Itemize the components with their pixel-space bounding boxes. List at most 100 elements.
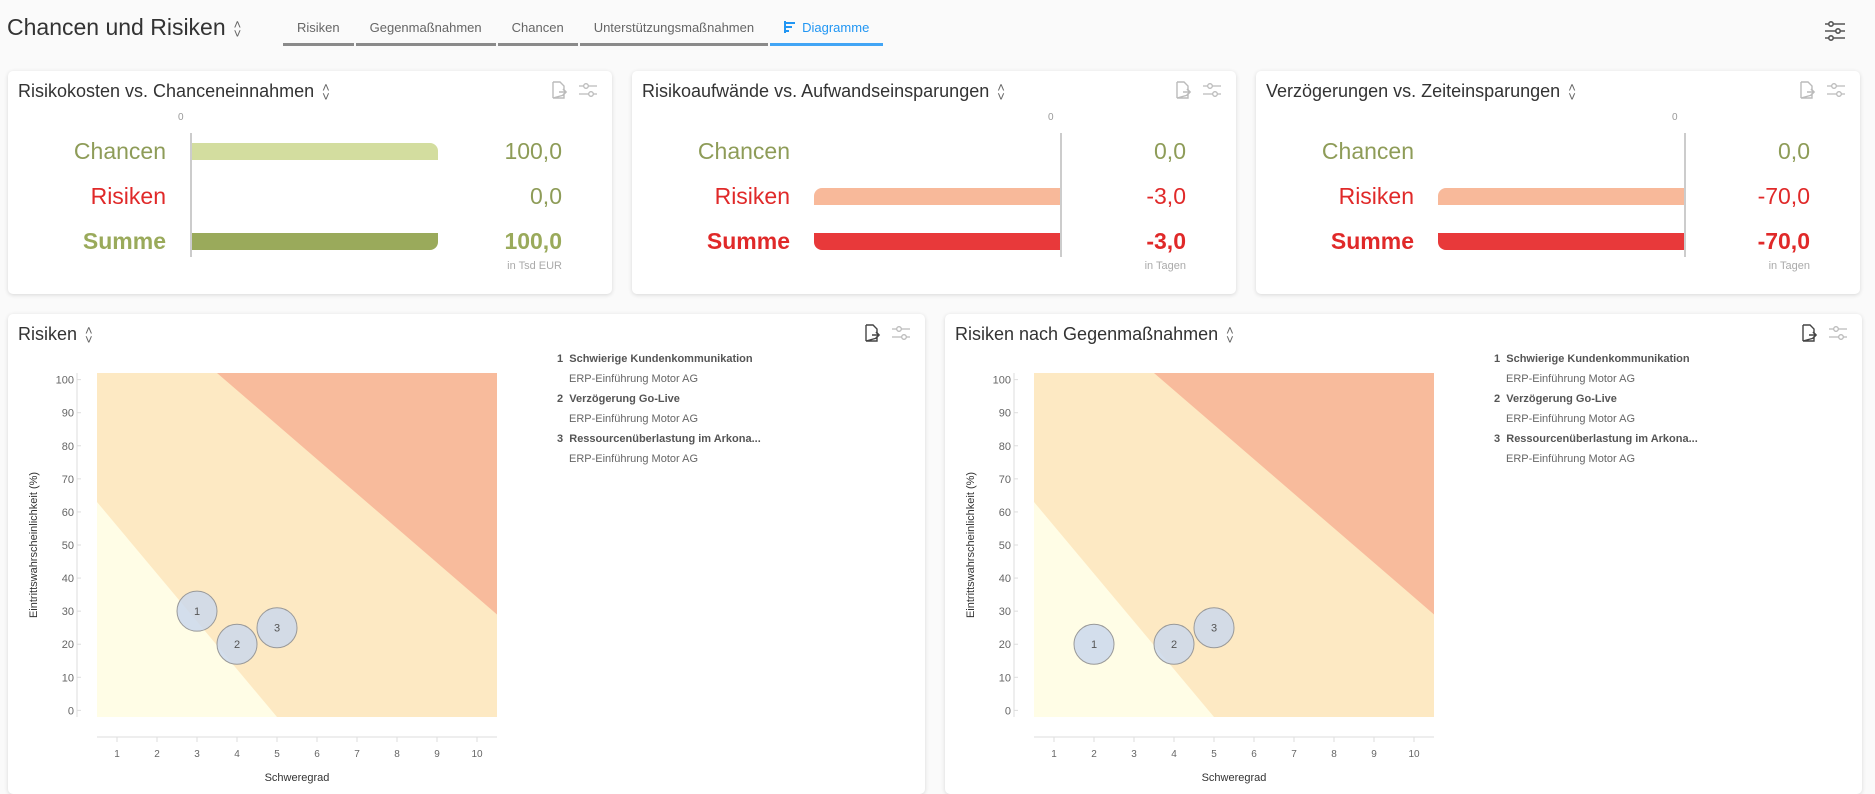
legend-item[interactable]: 2 Verzögerung Go-Live (1494, 393, 1617, 405)
row-value-chancen: 100,0 (504, 138, 562, 164)
zero-axis (1684, 133, 1686, 257)
svg-text:1: 1 (194, 606, 200, 618)
sort-toggle-icon[interactable]: ˄ ˅ (322, 80, 330, 105)
card-title[interactable]: Verzögerungen vs. Zeiteinsparungen ˄ ˅ (1266, 80, 1576, 105)
summary-card: Verzögerungen vs. Zeiteinsparungen ˄ ˅ 0 Ch… (1256, 71, 1860, 294)
row-label-chancen: Chancen (1321, 138, 1414, 164)
svg-text:2: 2 (234, 639, 240, 651)
legend-item[interactable]: 3 Ressourcenüberlastung im Arkona... (1494, 433, 1698, 445)
y-tick-label: 50 (62, 540, 74, 552)
card-title[interactable]: Risikoaufwände vs. Aufwandseinsparungen ˄… (642, 80, 1005, 105)
y-tick-label: 40 (62, 573, 74, 585)
y-tick-label: 70 (62, 474, 74, 486)
tab-risiken[interactable]: Risiken (283, 18, 354, 46)
y-tick-label: 20 (999, 639, 1011, 651)
x-tick-label: 3 (194, 749, 200, 760)
x-tick-label: 8 (394, 749, 400, 760)
bar-summe (1438, 233, 1684, 250)
legend-item[interactable]: 1 Schwierige Kundenkommunikation (1494, 353, 1690, 365)
zero-label: 0 (178, 112, 184, 123)
x-tick-label: 2 (154, 749, 160, 760)
card-title[interactable]: Risikokosten vs. Chanceneinnahmen ˄ ˅ (18, 80, 330, 105)
y-tick-label: 80 (62, 441, 74, 453)
page-title[interactable]: Chancen und Risiken ˄ ˅ (7, 14, 242, 41)
row-label-chancen: Chancen (73, 138, 166, 164)
sliders-icon[interactable] (891, 324, 911, 342)
y-tick-label: 90 (999, 408, 1011, 420)
svg-text:3: 3 (274, 623, 280, 635)
y-tick-label: 100 (993, 375, 1011, 387)
unit-label: in Tagen (1768, 260, 1810, 272)
risk-bubble-3[interactable]: 3 (256, 607, 298, 649)
row-label-summe: Summe (82, 228, 166, 254)
scatter-card: 0 10 20 30 40 50 60 70 80 90 100 1 2 3 4 5 6 7 8 9 10 Schwere… (945, 314, 1862, 794)
svg-text:1: 1 (1091, 639, 1097, 651)
sort-toggle-icon[interactable]: ˄ ˅ (1568, 80, 1576, 105)
sliders-icon[interactable] (1202, 81, 1222, 99)
sort-toggle-icon[interactable]: ˄ ˅ (233, 16, 242, 41)
sliders-icon[interactable] (1824, 20, 1846, 42)
row-value-risiken: -3,0 (1146, 183, 1186, 209)
row-value-summe: 100,0 (504, 228, 562, 254)
row-value-risiken: -70,0 (1757, 183, 1810, 209)
row-label-summe: Summe (706, 228, 790, 254)
y-axis-label: Eintrittswahrscheinlichkeit (%) (28, 472, 40, 618)
y-tick-label: 70 (999, 474, 1011, 486)
risk-bubble-3[interactable]: 3 (1193, 607, 1235, 649)
y-tick-label: 30 (999, 606, 1011, 618)
tab-diagramme[interactable]: Diagramme (770, 18, 884, 46)
x-tick-label: 10 (471, 749, 483, 760)
bar-summe (814, 233, 1060, 250)
y-tick-label: 20 (62, 639, 74, 651)
risk-bubble-2[interactable]: 2 (216, 623, 258, 665)
sliders-icon[interactable] (1828, 324, 1848, 342)
legend-item[interactable]: 2 Verzögerung Go-Live (557, 393, 680, 405)
x-axis-label: Schweregrad (265, 772, 330, 784)
y-tick-label: 90 (62, 408, 74, 420)
x-tick-label: 4 (1171, 749, 1177, 760)
legend-item[interactable]: 3 Ressourcenüberlastung im Arkona... (557, 433, 761, 445)
x-tick-label: 10 (1408, 749, 1420, 760)
tab-chancen[interactable]: Chancen (497, 18, 578, 46)
summary-card: Risikoaufwände vs. Aufwandseinsparungen ˄… (632, 71, 1236, 294)
y-tick-label: 10 (999, 672, 1011, 684)
y-tick-label: 50 (999, 540, 1011, 552)
legend-subtitle: ERP-Einführung Motor AG (569, 413, 699, 425)
tab-gegenmassnahmen[interactable]: Gegenmaßnahmen (355, 18, 496, 46)
bar-risiken (1438, 188, 1684, 205)
x-tick-label: 5 (274, 749, 280, 760)
row-value-chancen: 0,0 (1154, 138, 1186, 164)
card-actions (1800, 324, 1848, 342)
export-icon[interactable] (550, 81, 568, 99)
y-axis-label: Eintrittswahrscheinlichkeit (%) (965, 472, 977, 618)
sort-toggle-icon[interactable]: ˄ ˅ (1226, 323, 1234, 348)
export-icon[interactable] (1174, 81, 1192, 99)
export-icon[interactable] (1798, 81, 1816, 99)
x-tick-label: 8 (1331, 749, 1337, 760)
sort-toggle-icon[interactable]: ˄ ˅ (997, 80, 1005, 105)
risk-bubble-1[interactable]: 1 (1073, 623, 1115, 665)
risk-matrix-chart: 0 10 20 30 40 50 60 70 80 90 100 1 2 3 4 5 6 7 8 9 10 Schwere… (965, 373, 1434, 784)
tab-unterstuetzungsmassnahmen[interactable]: Unterstützungsmaßnahmen (579, 18, 769, 46)
export-icon[interactable] (1800, 324, 1818, 342)
sliders-icon[interactable] (578, 81, 598, 99)
x-tick-label: 6 (1251, 749, 1257, 760)
sort-toggle-icon[interactable]: ˄ ˅ (85, 323, 93, 348)
risk-bubble-1[interactable]: 1 (176, 590, 218, 632)
legend-subtitle: ERP-Einführung Motor AG (1506, 413, 1636, 425)
legend-item[interactable]: 1 Schwierige Kundenkommunikation (557, 353, 753, 365)
svg-text:2: 2 (1171, 639, 1177, 651)
zero-label: 0 (1672, 112, 1678, 123)
row-label-chancen: Chancen (697, 138, 790, 164)
risk-bubble-2[interactable]: 2 (1153, 623, 1195, 665)
export-icon[interactable] (863, 324, 881, 342)
card-title[interactable]: Risiken ˄ ˅ (18, 323, 93, 348)
legend-subtitle: ERP-Einführung Motor AG (1506, 453, 1636, 465)
x-tick-label: 6 (314, 749, 320, 760)
row-value-summe: -3,0 (1146, 228, 1186, 254)
y-tick-label: 60 (62, 507, 74, 519)
row-value-risiken: 0,0 (530, 183, 562, 209)
zero-label: 0 (1048, 112, 1054, 123)
sliders-icon[interactable] (1826, 81, 1846, 99)
card-title[interactable]: Risiken nach Gegenmaßnahmen ˄ ˅ (955, 323, 1234, 348)
